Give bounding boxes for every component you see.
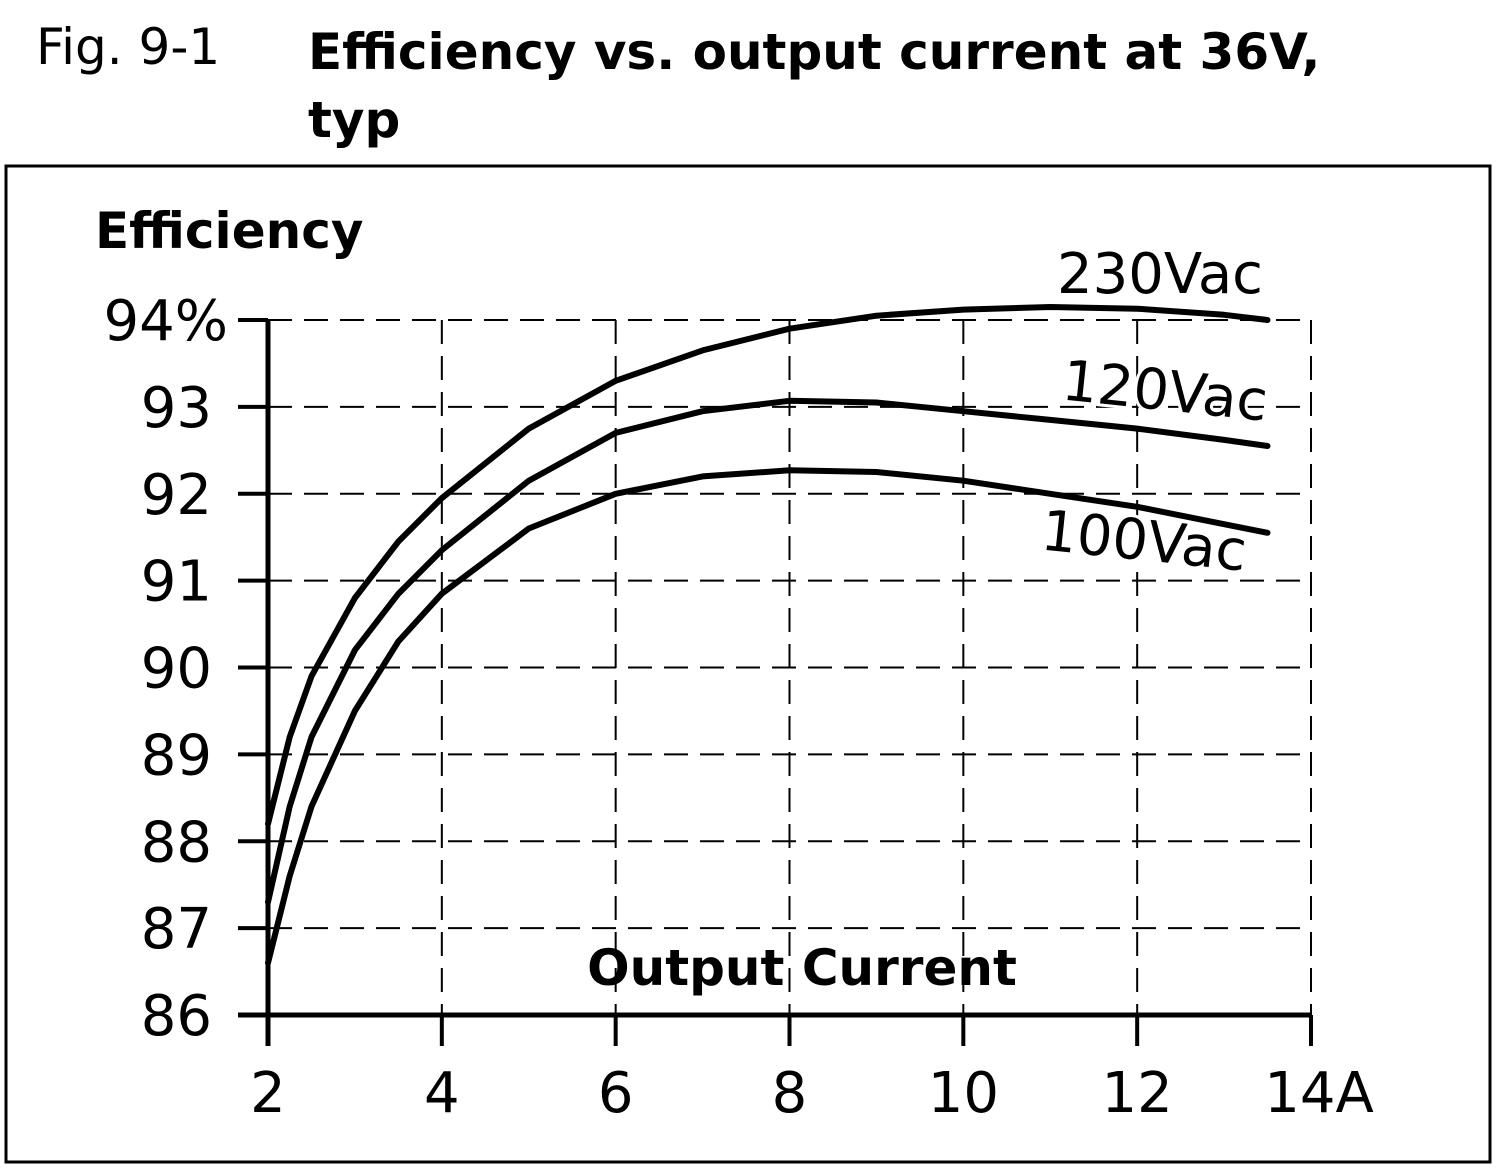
y-axis-label: Efficiency <box>95 202 363 260</box>
x-tick-label: 10 <box>928 1061 999 1126</box>
y-tick-label: 87 <box>141 897 212 962</box>
y-tick-label: 90 <box>141 637 212 702</box>
x-tick-label: 2 <box>250 1061 286 1126</box>
x-tick-label: 6 <box>598 1061 634 1126</box>
y-tick-label: 86 <box>141 984 212 1049</box>
y-tick-label: 93 <box>141 376 212 441</box>
x-axis-label: Output Current <box>587 939 1017 997</box>
y-tick-label: 92 <box>141 463 212 528</box>
y-tick-label: 89 <box>141 723 212 788</box>
figure-label: Fig. 9-1 <box>36 18 221 76</box>
chart-title: Efficiency vs. output current at 36V, ty… <box>308 23 1321 149</box>
x-tick-label: 12 <box>1102 1061 1173 1126</box>
frame <box>4 164 1492 1164</box>
y-tick-label: 94% <box>104 289 228 354</box>
x-tick-label: 8 <box>772 1061 808 1126</box>
series-line <box>265 397 1271 906</box>
x-tick-label: 14A <box>1264 1061 1374 1126</box>
x-tick-label: 4 <box>424 1061 460 1126</box>
y-tick-label: 91 <box>141 550 212 615</box>
series-label: 230Vac <box>1057 242 1263 307</box>
y-tick-label: 88 <box>141 810 212 875</box>
series-line <box>265 467 1271 966</box>
series-line <box>265 304 1271 827</box>
series-label: 100Vac <box>1038 499 1250 585</box>
